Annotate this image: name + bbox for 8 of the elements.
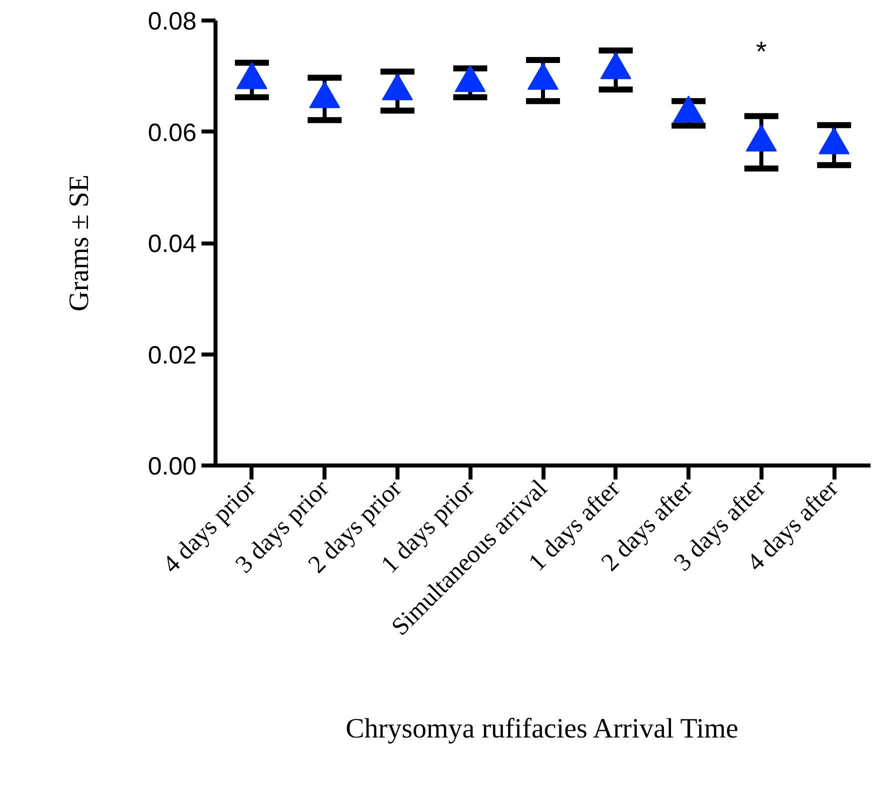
y-tick-label: 0.04 xyxy=(148,230,197,258)
y-tick-label: 0.02 xyxy=(148,341,197,370)
y-axis-title: Grams ± SE xyxy=(64,174,95,312)
y-tick-label: 0.08 xyxy=(148,8,197,36)
y-tick-label: 0.00 xyxy=(148,452,197,480)
annotation: * xyxy=(756,36,767,68)
y-tick-label: 0.06 xyxy=(148,118,197,147)
x-axis-title: Chrysomya rufifacies Arrival Time xyxy=(346,713,738,744)
